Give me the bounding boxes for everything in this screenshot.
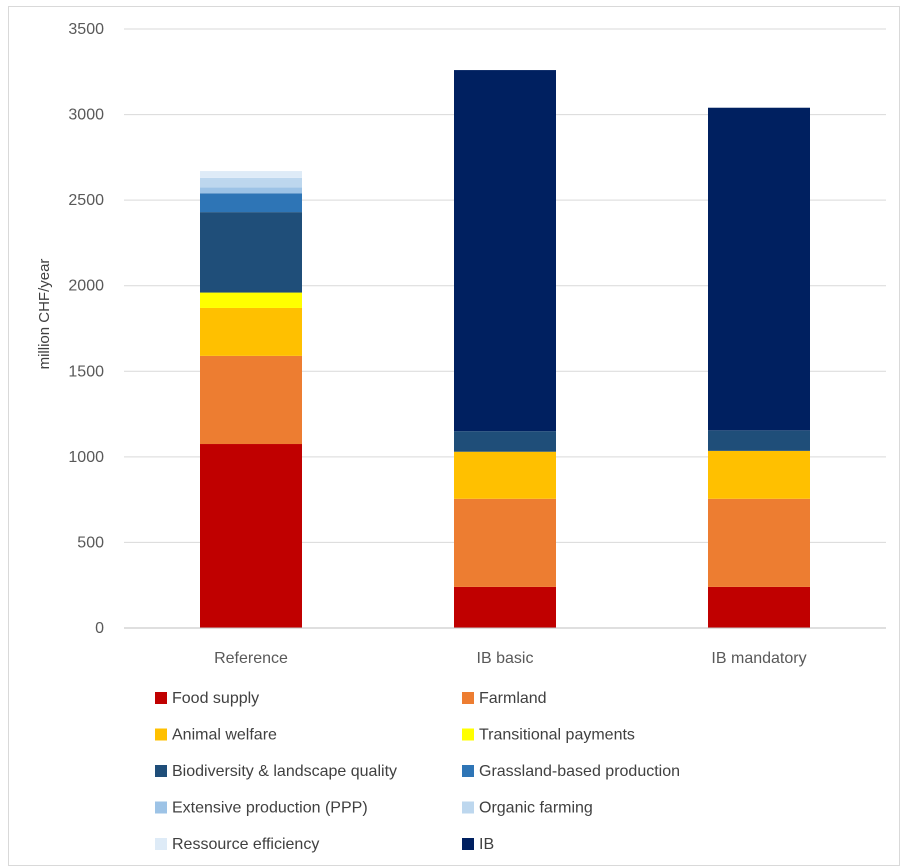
legend-swatch bbox=[462, 838, 474, 850]
legend-swatch bbox=[462, 692, 474, 704]
x-tick-label: Reference bbox=[214, 650, 288, 667]
legend-label: IB bbox=[479, 836, 494, 853]
legend-swatch bbox=[462, 728, 474, 741]
bar-segment bbox=[200, 193, 302, 213]
y-tick-label: 2500 bbox=[68, 192, 104, 209]
bar-segment bbox=[200, 444, 302, 628]
legend-swatch bbox=[155, 692, 167, 704]
y-axis-title: million CHF/year bbox=[36, 259, 53, 370]
bars bbox=[200, 70, 810, 628]
bar-segment bbox=[200, 212, 302, 293]
legend-label: Farmland bbox=[479, 690, 547, 707]
legend-label: Biodiversity & landscape quality bbox=[172, 763, 397, 780]
bar-segment bbox=[200, 177, 302, 188]
legend-swatch bbox=[462, 801, 474, 814]
legend-label: Grassland-based production bbox=[479, 763, 680, 780]
bar-segment bbox=[200, 187, 302, 194]
bar-segment bbox=[454, 586, 556, 628]
legend-label: Ressource efficiency bbox=[172, 836, 319, 853]
bar-segment bbox=[200, 292, 302, 308]
y-tick-label: 1000 bbox=[68, 449, 104, 466]
bar-segment bbox=[454, 498, 556, 587]
bar-segment bbox=[200, 307, 302, 356]
legend-swatch bbox=[155, 801, 167, 814]
bar-segment bbox=[708, 450, 810, 499]
bar-segment bbox=[708, 498, 810, 587]
y-tick-label: 3000 bbox=[68, 107, 104, 124]
bar-segment bbox=[454, 70, 556, 432]
legend-label: Food supply bbox=[172, 690, 259, 707]
legend-label: Animal welfare bbox=[172, 727, 277, 744]
y-tick-label: 3500 bbox=[68, 21, 104, 38]
legend-swatch bbox=[155, 765, 167, 777]
y-tick-label: 500 bbox=[77, 534, 104, 551]
legend-label: Extensive production (PPP) bbox=[172, 800, 368, 817]
x-tick-label: IB basic bbox=[477, 650, 534, 667]
legend-label: Transitional payments bbox=[479, 727, 635, 744]
legend-swatch bbox=[155, 728, 167, 741]
bar-segment bbox=[454, 451, 556, 499]
y-tick-label: 2000 bbox=[68, 278, 104, 295]
bar-segment bbox=[200, 355, 302, 445]
x-tick-label: IB mandatory bbox=[711, 650, 806, 667]
y-tick-label: 0 bbox=[95, 620, 104, 637]
y-tick-label: 1500 bbox=[68, 363, 104, 380]
legend-swatch bbox=[462, 765, 474, 777]
axes: 0 500 1000 1500 2000 2500 3000 3500 Reference IB … bbox=[68, 21, 886, 667]
bar-segment bbox=[708, 430, 810, 451]
legend-label: Organic farming bbox=[479, 800, 593, 817]
bar-segment bbox=[708, 107, 810, 431]
bar-segment bbox=[454, 431, 556, 452]
bar-segment bbox=[708, 586, 810, 628]
legend: Food supply Farmland Animal welfare Transit… bbox=[155, 690, 680, 853]
bar-segment bbox=[200, 171, 302, 178]
legend-swatch bbox=[155, 838, 167, 850]
